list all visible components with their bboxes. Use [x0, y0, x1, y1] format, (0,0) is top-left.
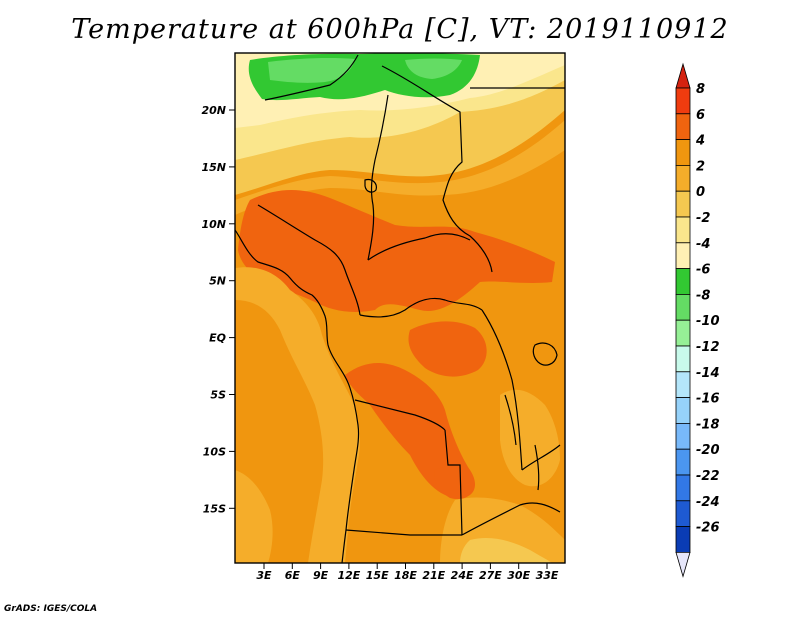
- field-dark-orange-belt: [238, 189, 555, 313]
- colorbar: 8 6 4 2 0 -2 -4 -6 -8 -10 -12 -14 -16 -18 -20 -22 -24 -26: [675, 62, 720, 578]
- colorbar-segment: [675, 216, 691, 244]
- field-dark-orange-patch: [434, 466, 472, 500]
- colorbar-label: -22: [696, 469, 720, 484]
- colorbar-segment: [675, 87, 691, 115]
- field-ocean-light-orange-south: [235, 470, 273, 563]
- coastline-west: [235, 229, 360, 563]
- lat-tick-label: 10S: [203, 445, 226, 458]
- colorbar-segment: [675, 293, 691, 321]
- colorbar-segment: [675, 190, 691, 218]
- field-light-green-patch: [268, 58, 355, 83]
- lat-tick-label: 20N: [201, 104, 226, 117]
- map-title: Temperature at 600hPa [C], VT: 201911091…: [71, 14, 729, 45]
- colorbar-label: 4: [695, 134, 705, 149]
- colorbar-segment: [675, 397, 691, 424]
- colorbar-segment: [675, 139, 691, 166]
- colorbar-label: 0: [696, 185, 705, 200]
- border-congo: [359, 297, 483, 318]
- lon-tick-label: 27E: [479, 569, 502, 582]
- field-light-orange-band: [235, 120, 565, 215]
- border-drc-east: [481, 309, 523, 471]
- colorbar-label: 8: [696, 82, 705, 97]
- field-dark-orange-patch: [408, 321, 487, 377]
- border-tanzania: [521, 444, 561, 471]
- border-angola-north: [354, 399, 446, 431]
- colorbar-segment: [675, 268, 691, 295]
- colorbar-label: -26: [696, 521, 720, 536]
- colorbar-segment: [675, 113, 691, 141]
- colorbar-segment: [675, 164, 691, 192]
- lon-tick-label: 9E: [313, 569, 329, 582]
- colorbar-segment: [675, 422, 691, 450]
- colorbar-label: 6: [696, 108, 705, 123]
- lon-tick-label: 24E: [451, 569, 474, 582]
- border-cameroon: [257, 204, 361, 316]
- lat-tick-label: 15S: [203, 502, 226, 515]
- credit-label: GrADS: IGES/COLA: [4, 604, 98, 614]
- lon-tick-label: 18E: [394, 569, 417, 582]
- lon-tick-label: 15E: [366, 569, 389, 582]
- lon-tick-label: 33E: [536, 569, 559, 582]
- colorbar-label: -8: [696, 288, 710, 303]
- longitude-axis: 3E 6E 9E 12E 15E 18E 21E 24E 27E 30E 33E: [256, 563, 559, 582]
- lon-tick-label: 3E: [256, 569, 272, 582]
- colorbar-label: -24: [696, 495, 720, 510]
- lat-tick-label: 5S: [210, 389, 226, 402]
- colorbar-top-arrow: [675, 62, 691, 89]
- colorbar-label: -12: [696, 340, 720, 355]
- colorbar-label: -4: [696, 237, 710, 252]
- lon-tick-label: 21E: [422, 569, 445, 582]
- border-angola-east: [444, 429, 463, 536]
- country-borders: [235, 54, 565, 563]
- lake-tanganyika: [504, 394, 517, 446]
- lake-malawi: [534, 444, 540, 491]
- colorbar-segment: [675, 474, 691, 502]
- map-frame: [234, 52, 566, 564]
- colorbar-segment: [675, 526, 691, 553]
- lat-tick-label: 10N: [201, 218, 226, 231]
- border-sahel-north: [264, 54, 359, 101]
- colorbar-segment: [675, 371, 691, 398]
- border-car: [367, 233, 471, 261]
- lon-tick-label: 12E: [337, 569, 360, 582]
- colorbar-label: -14: [696, 366, 720, 381]
- latitude-axis: 20N 15N 10N 5N EQ 5S 10S 15S: [201, 104, 235, 515]
- colorbar-segment: [675, 242, 691, 270]
- colorbar-segment: [675, 319, 691, 347]
- colorbar-segment: [675, 500, 691, 527]
- field-light-green-patch: [405, 58, 462, 79]
- border-north-east: [381, 65, 493, 273]
- lat-tick-label: 15N: [201, 161, 226, 174]
- colorbar-bottom-arrow: [675, 552, 691, 578]
- field-dark-orange-patch: [345, 363, 475, 499]
- lat-tick-label: 5N: [209, 275, 226, 288]
- colorbar-label: -2: [696, 211, 710, 226]
- colorbar-label: 2: [696, 159, 705, 174]
- border-zambia: [461, 502, 561, 536]
- colorbar-label: -20: [696, 443, 720, 458]
- lake-victoria: [532, 342, 558, 366]
- colorbar-label: -18: [696, 417, 720, 432]
- colorbar-segment: [675, 448, 691, 476]
- colorbar-label: -6: [696, 263, 710, 278]
- lon-tick-label: 30E: [507, 569, 530, 582]
- colorbar-label: -10: [696, 314, 720, 329]
- border-angola-south: [345, 529, 462, 536]
- colorbar-label: -16: [696, 392, 720, 407]
- temperature-field: [235, 53, 565, 563]
- field-light-orange-east: [500, 389, 560, 487]
- lat-tick-label: EQ: [209, 332, 226, 345]
- field-yellow-south: [460, 538, 552, 563]
- colorbar-segment: [675, 345, 691, 373]
- lake-chad: [364, 178, 377, 193]
- lon-tick-label: 6E: [285, 569, 301, 582]
